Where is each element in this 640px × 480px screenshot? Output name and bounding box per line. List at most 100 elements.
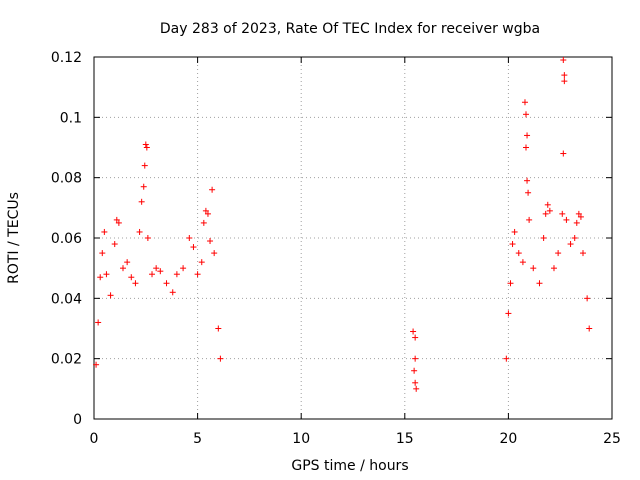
data-point bbox=[560, 57, 567, 64]
y-tick-label: 0.1 bbox=[60, 110, 82, 126]
x-tick-label: 0 bbox=[90, 431, 99, 447]
data-point bbox=[93, 361, 100, 368]
data-point bbox=[115, 219, 122, 226]
chart-title: Day 283 of 2023, Rate Of TEC Index for r… bbox=[160, 21, 540, 37]
data-point bbox=[560, 150, 567, 157]
x-tick-label: 15 bbox=[396, 431, 414, 447]
data-point bbox=[412, 379, 419, 386]
data-point bbox=[579, 250, 586, 257]
data-point bbox=[140, 183, 147, 190]
data-point bbox=[124, 259, 131, 266]
data-point bbox=[412, 355, 419, 362]
data-point bbox=[410, 328, 417, 335]
data-point bbox=[103, 271, 110, 278]
x-axis-label: GPS time / hours bbox=[291, 458, 408, 474]
data-point bbox=[509, 241, 516, 248]
data-point bbox=[577, 213, 584, 220]
data-point bbox=[142, 141, 149, 148]
data-point bbox=[194, 271, 201, 278]
data-point bbox=[525, 189, 532, 196]
data-point bbox=[540, 235, 547, 241]
data-point bbox=[515, 250, 522, 257]
y-tick-label: 0.12 bbox=[51, 50, 82, 66]
data-point bbox=[111, 241, 118, 248]
data-point bbox=[519, 259, 526, 266]
data-point bbox=[503, 355, 510, 362]
data-point bbox=[132, 280, 139, 287]
data-point bbox=[107, 292, 114, 299]
x-tick-label: 5 bbox=[193, 431, 202, 447]
data-point bbox=[507, 280, 514, 287]
y-tick-label: 0.08 bbox=[51, 171, 82, 187]
data-point bbox=[204, 210, 211, 217]
data-point bbox=[561, 78, 568, 85]
data-point bbox=[217, 355, 224, 362]
data-point bbox=[128, 274, 135, 281]
x-tick-label: 20 bbox=[499, 431, 517, 447]
data-point bbox=[571, 235, 578, 241]
data-point bbox=[136, 228, 143, 235]
data-point bbox=[138, 198, 145, 205]
data-point bbox=[530, 265, 537, 272]
data-point bbox=[526, 216, 533, 223]
data-point bbox=[207, 238, 214, 245]
y-tick-label: 0.04 bbox=[51, 291, 82, 307]
data-point bbox=[412, 334, 419, 341]
data-point bbox=[101, 228, 108, 235]
data-point bbox=[413, 385, 420, 392]
x-tick-label: 10 bbox=[292, 431, 310, 447]
data-point bbox=[186, 235, 193, 241]
data-point bbox=[411, 367, 418, 374]
data-point bbox=[99, 250, 106, 257]
data-point bbox=[209, 186, 216, 193]
grid bbox=[94, 57, 612, 419]
data-point bbox=[202, 207, 209, 214]
data-point bbox=[163, 280, 170, 287]
y-tick-label: 0 bbox=[73, 412, 82, 428]
data-point bbox=[536, 280, 543, 287]
data-point bbox=[120, 265, 127, 272]
axis-tick-labels: 0 5 10 15 20 25 0 0.02 0.04 0.06 0.08 0.1 0.12 bbox=[51, 50, 621, 447]
data-point bbox=[113, 216, 120, 223]
data-point bbox=[211, 250, 218, 257]
data-points bbox=[93, 57, 593, 392]
data-point bbox=[141, 162, 148, 169]
data-point bbox=[561, 72, 568, 79]
data-point bbox=[586, 325, 593, 332]
data-point bbox=[555, 250, 562, 257]
data-point bbox=[584, 295, 591, 302]
data-point bbox=[180, 265, 187, 272]
y-axis-label: ROTI / TECUs bbox=[6, 192, 22, 284]
data-point bbox=[198, 259, 205, 266]
data-point bbox=[157, 268, 164, 275]
data-point bbox=[95, 319, 102, 326]
data-point bbox=[521, 99, 528, 106]
data-point bbox=[524, 132, 531, 139]
data-point bbox=[143, 144, 150, 151]
data-point bbox=[200, 219, 207, 226]
data-point bbox=[546, 207, 553, 214]
data-point bbox=[523, 144, 530, 151]
axis-ticks bbox=[93, 56, 613, 420]
data-point bbox=[97, 274, 104, 281]
data-point bbox=[559, 210, 566, 217]
data-point bbox=[542, 210, 549, 217]
data-point bbox=[190, 244, 197, 251]
data-point bbox=[573, 219, 580, 226]
data-point bbox=[144, 235, 151, 241]
data-point bbox=[505, 310, 512, 317]
data-point bbox=[524, 177, 531, 184]
data-point bbox=[215, 325, 222, 332]
y-tick-label: 0.06 bbox=[51, 231, 82, 247]
data-point bbox=[511, 228, 518, 235]
data-point bbox=[173, 271, 180, 278]
data-point bbox=[563, 216, 570, 223]
x-tick-label: 25 bbox=[603, 431, 621, 447]
data-point bbox=[523, 111, 530, 118]
data-point bbox=[169, 289, 176, 296]
data-point bbox=[567, 241, 574, 248]
data-point bbox=[544, 201, 551, 208]
data-point bbox=[575, 210, 582, 217]
data-point bbox=[149, 271, 156, 278]
